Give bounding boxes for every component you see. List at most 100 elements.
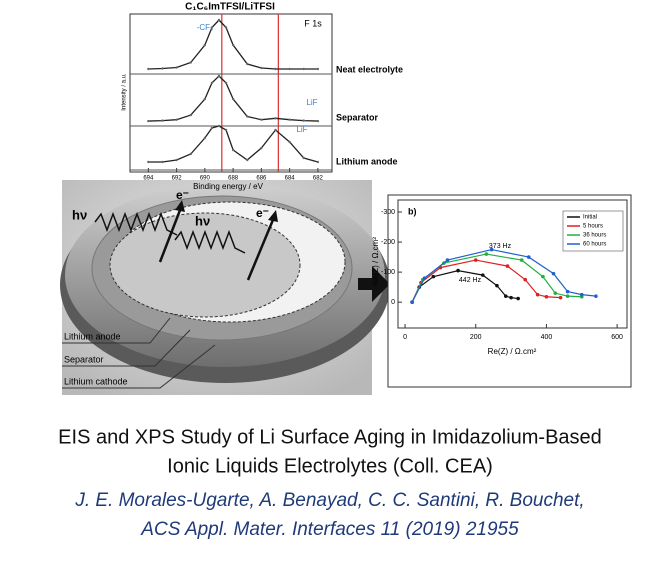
legend-label: 5 hours (583, 224, 603, 230)
annotation: 442 Hz (459, 277, 482, 284)
data-point (495, 283, 499, 288)
data-point (210, 81, 214, 85)
subtitle: F 1s (304, 18, 322, 28)
x-axis-label: Re(Z) / Ω.cm² (488, 347, 537, 356)
x-tick-label: 690 (200, 176, 211, 182)
data-point (217, 74, 221, 78)
data-point (274, 117, 277, 120)
data-point (203, 43, 207, 47)
data-point (445, 258, 450, 262)
data-point (217, 124, 221, 128)
photon-wave (174, 229, 246, 254)
data-point (246, 62, 249, 66)
data-point (224, 26, 228, 29)
data-point (535, 292, 540, 297)
data-point (594, 294, 598, 298)
data-point (516, 296, 520, 301)
data-point (505, 264, 510, 268)
annotation: LiF (306, 98, 317, 107)
series-label: Separator (336, 112, 379, 122)
data-point (544, 294, 549, 299)
data-point (509, 295, 513, 300)
data-point (161, 67, 164, 70)
annotation: LiF (296, 125, 307, 134)
data-point (175, 118, 178, 121)
photo-label: e⁻ (256, 206, 269, 220)
anode (109, 212, 301, 318)
annotation: -CF₃ (197, 23, 214, 32)
caption-authors: ACS Appl. Mater. Interfaces 11 (2019) 21… (140, 519, 519, 540)
data-point (210, 126, 214, 130)
data-point (224, 128, 228, 132)
data-point (147, 67, 150, 71)
x-tick-label: 694 (143, 176, 154, 182)
data-point (431, 274, 436, 279)
data-point (316, 119, 320, 123)
data-point (189, 61, 192, 64)
annotation: 373 Hz (489, 243, 512, 250)
data-point (565, 289, 570, 294)
data-point (217, 18, 221, 22)
data-point (422, 276, 427, 280)
data-point (274, 67, 277, 71)
y-tick-label: 0 (391, 299, 395, 306)
y-tick-label: -100 (381, 269, 395, 276)
photon-wave (94, 211, 178, 236)
data-point (302, 119, 305, 122)
caption-title: EIS and XPS Study of Li Surface Aging in… (58, 426, 602, 448)
data-point (553, 291, 558, 295)
data-point (189, 152, 192, 156)
x-tick-label: 600 (611, 334, 623, 341)
data-point (161, 119, 164, 122)
data-point (302, 156, 305, 160)
data-point (316, 160, 320, 164)
data-point (203, 97, 207, 101)
data-point (565, 294, 570, 298)
leader-line (62, 344, 216, 389)
legend-box (562, 210, 624, 252)
data-point (260, 146, 263, 150)
caption-authors: J. E. Morales-Ugarte, A. Benayad, C. C. … (74, 490, 584, 511)
series-label: Lithium anode (336, 156, 398, 166)
arrow-head (175, 200, 185, 212)
data-point (302, 67, 305, 71)
data-point (224, 81, 228, 85)
x-tick-label: 400 (541, 334, 553, 341)
x-tick-label: 692 (172, 176, 183, 182)
data-point (147, 119, 150, 123)
x-tick-label: 688 (228, 176, 239, 182)
y-tick-label: -200 (381, 239, 395, 246)
x-tick-label: 200 (470, 334, 482, 341)
caption: EIS and XPS Study of Li Surface Aging in… (58, 426, 602, 540)
flow-arrow (358, 266, 390, 302)
data-point (147, 160, 150, 164)
caption-title: Ionic Liquids Electrolytes (Coll. CEA) (167, 455, 493, 477)
data-point (489, 247, 494, 252)
data-point (288, 67, 291, 71)
arrow-head (268, 210, 278, 222)
photo-label: hν (72, 207, 87, 222)
data-point (523, 277, 528, 282)
data-point (484, 252, 489, 256)
photo-label: e⁻ (176, 188, 189, 202)
x-tick-label: 684 (285, 176, 296, 182)
layer-label: Separator (64, 354, 104, 364)
eis-frame (387, 194, 632, 388)
coin-cell-photo: hν hν e⁻ e⁻ Lithium anode Separator Lith… (60, 180, 390, 395)
electron-arrow (158, 204, 184, 263)
legend-label: 60 hours (583, 242, 606, 248)
electron-arrow (246, 214, 277, 281)
data-point (189, 113, 192, 117)
y-axis-label: Intensity / a.u. (122, 73, 128, 111)
data-point (260, 118, 263, 121)
y-axis-label: -Im(Z) / Ω.cm² (371, 237, 380, 287)
data-point (473, 258, 478, 262)
x-tick-label: 682 (313, 176, 324, 182)
data-point (503, 294, 508, 298)
data-point (175, 66, 178, 69)
data-point (161, 160, 164, 164)
data-point (456, 268, 460, 273)
data-point (526, 255, 531, 259)
data-point (246, 115, 249, 118)
